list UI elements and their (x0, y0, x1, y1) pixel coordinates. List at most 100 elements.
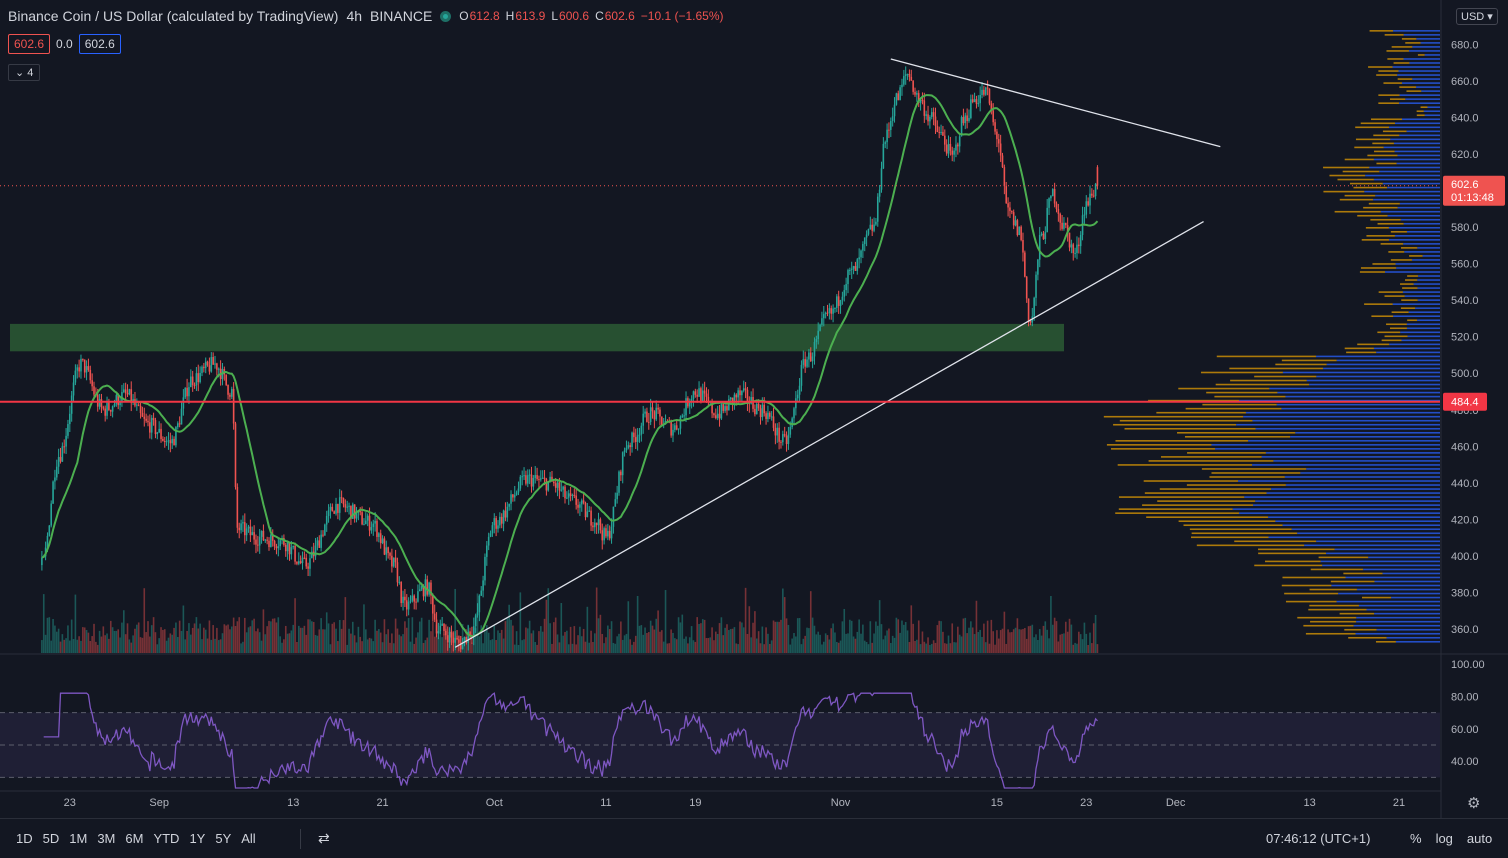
currency-selector[interactable]: USD ▾ (1456, 8, 1498, 25)
candle-body (945, 144, 948, 154)
volume-bar (860, 633, 862, 653)
candle-body (249, 526, 252, 536)
volume-bar (1091, 643, 1093, 653)
vp-buy-bar (1415, 307, 1440, 309)
volume-bar (815, 634, 818, 653)
vp-buy-bar (1403, 58, 1440, 60)
vp-buy-bar (1400, 331, 1440, 334)
candle-body (657, 407, 659, 410)
candle-body (484, 556, 486, 581)
vp-buy-bar (1389, 343, 1440, 346)
volume-bar (281, 642, 283, 653)
candle-body (934, 116, 937, 126)
candle-body (476, 612, 479, 616)
candle-body (270, 534, 272, 548)
volume-bar (964, 617, 967, 653)
candle-body (558, 482, 561, 491)
volume-bar (636, 596, 639, 653)
volume-bar (486, 625, 488, 653)
volume-bar (307, 619, 309, 653)
timeframe-1m[interactable]: 1M (69, 831, 88, 846)
vp-sell-bar (1110, 448, 1216, 450)
candle-body (878, 189, 881, 197)
candle-body (822, 314, 825, 319)
volume-bar (733, 627, 736, 653)
vp-buy-bar (1393, 142, 1440, 145)
candle-body (971, 99, 974, 103)
volume-bar (981, 636, 983, 653)
vp-sell-bar (1368, 66, 1393, 68)
candle-body (199, 372, 201, 383)
symbol-title[interactable]: Binance Coin / US Dollar (calculated by … (8, 8, 339, 24)
time-tick-label: 21 (1393, 797, 1405, 809)
vp-buy-bar (1409, 62, 1440, 64)
candle-body (1092, 195, 1095, 197)
market-status-icon[interactable] (440, 10, 452, 22)
vp-buy-bar (1416, 38, 1440, 40)
volume-bar (264, 634, 267, 653)
volume-bar (154, 632, 157, 653)
volume-bar (787, 624, 790, 653)
volume-bar (152, 617, 155, 653)
volume-bar (471, 642, 473, 653)
volume-bar (376, 630, 378, 653)
timeframe-5y[interactable]: 5Y (215, 831, 232, 846)
candle-body (750, 397, 752, 404)
volume-bar (419, 621, 421, 653)
volume-bar (335, 628, 337, 653)
volume-bar (504, 621, 507, 653)
indicators-toggle[interactable]: ⌄ 4 (8, 64, 41, 81)
vp-sell-bar (1365, 226, 1389, 229)
auto-scale-button[interactable]: auto (1466, 831, 1493, 846)
volume-bar (1024, 628, 1026, 653)
date-range-icon[interactable]: ⇄ (318, 830, 330, 846)
volume-bar (69, 640, 71, 653)
timeframe-3m[interactable]: 3M (97, 831, 116, 846)
candle-body (701, 390, 704, 402)
volume-bar (74, 594, 77, 653)
timeframe-ytd[interactable]: YTD (153, 831, 180, 846)
candle-body (346, 506, 348, 508)
timeframe-1d[interactable]: 1D (16, 831, 33, 846)
vp-sell-bar (1383, 82, 1403, 84)
candle-body (458, 639, 460, 643)
candle-body (115, 395, 118, 405)
interval-label[interactable]: 4h (346, 8, 363, 24)
time-tick-label: 13 (287, 797, 299, 809)
candle-body (651, 407, 654, 412)
timeframe-1y[interactable]: 1Y (189, 831, 206, 846)
candle-body (688, 402, 691, 407)
volume-bar (372, 641, 375, 653)
volume-bar (577, 635, 579, 653)
volume-bar (381, 642, 384, 653)
percent-scale-button[interactable]: % (1410, 831, 1422, 846)
candle-body (608, 530, 611, 539)
vp-buy-bar (1215, 448, 1440, 450)
volume-bar (603, 643, 605, 653)
log-scale-button[interactable]: log (1435, 831, 1453, 846)
gear-icon[interactable]: ⚙ (1467, 795, 1481, 812)
candle-body (1027, 298, 1030, 322)
sell-price-button[interactable]: 602.6 (8, 34, 51, 54)
candle-body (1083, 214, 1086, 216)
timeframe-5d[interactable]: 5D (42, 831, 60, 846)
volume-bar (275, 622, 278, 653)
volume-bar (992, 631, 994, 653)
candle-body (556, 482, 559, 488)
volume-profile (1103, 30, 1440, 643)
candle-body (789, 427, 792, 435)
candle-body (435, 619, 438, 634)
vp-buy-bar (1385, 271, 1440, 273)
timeframe-all[interactable]: All (241, 831, 256, 846)
candle-body (997, 139, 1000, 144)
vp-buy-bar (1396, 162, 1440, 165)
vp-buy-bar (1376, 628, 1440, 631)
buy-price-button[interactable]: 602.6 (78, 34, 121, 54)
volume-bar (428, 619, 430, 653)
clock[interactable]: 07:46:12 (UTC+1) (1266, 831, 1371, 846)
timeframe-6m[interactable]: 6M (125, 831, 144, 846)
vp-buy-bar (1402, 82, 1440, 84)
volume-bar (1012, 629, 1015, 653)
vp-sell-bar (1371, 315, 1394, 318)
